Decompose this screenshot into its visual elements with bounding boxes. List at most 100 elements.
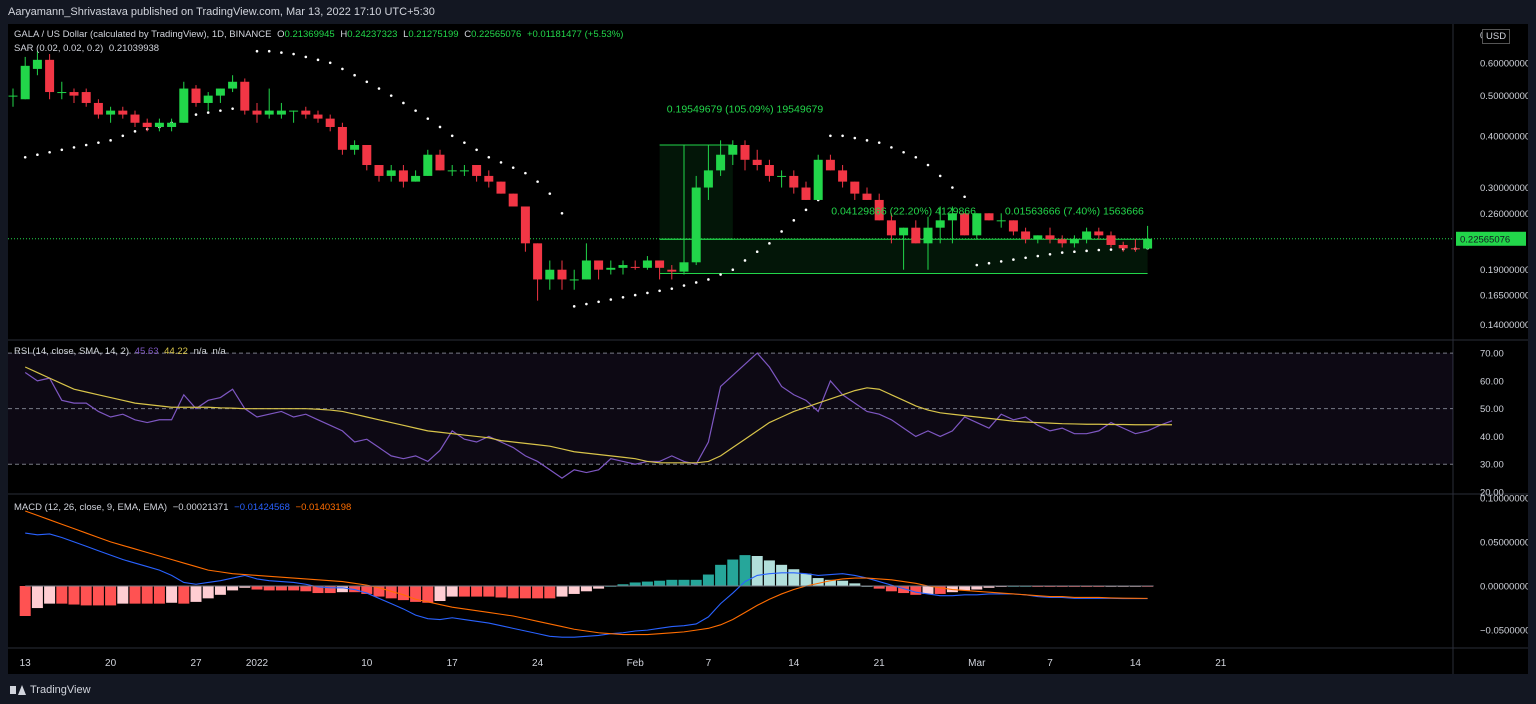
chart-area[interactable]: 0.19549679 (105.09%) 19549679 0.04129866 … [8, 24, 1528, 674]
macd-axis-label: −0.05000000 [1480, 626, 1528, 637]
candle-body [667, 269, 677, 272]
sar-dot [646, 291, 649, 295]
sar-dot [292, 52, 295, 56]
candle-body [923, 227, 933, 244]
currency-button[interactable]: USD [1482, 29, 1511, 44]
macd-histogram-bar [483, 586, 495, 597]
last-price-tag [1456, 231, 1526, 246]
sar-dot [109, 139, 112, 142]
candle-body [716, 154, 726, 171]
legend-high: 0.24237323 [347, 29, 398, 40]
sar-dot [1036, 254, 1040, 258]
candle-body [838, 170, 848, 182]
macd-histogram-bar [702, 574, 714, 586]
macd-histogram-bar [105, 586, 117, 606]
sar-dot [987, 261, 991, 265]
macd-histogram-bar [751, 556, 763, 586]
sar-dot [341, 67, 344, 71]
candle-body [728, 144, 738, 155]
candle-body [801, 187, 811, 200]
macd-histogram-bar [837, 580, 849, 586]
macd-histogram-bar [666, 579, 678, 586]
macd-histogram-bar [190, 586, 202, 602]
macd-histogram-bar [971, 586, 983, 590]
macd-histogram-bar [617, 584, 629, 586]
macd-histogram-bar [678, 579, 690, 586]
sar-dot [951, 186, 954, 189]
sar-dot [755, 250, 759, 254]
candle-body [228, 81, 238, 89]
candle-body [825, 159, 835, 171]
macd-histogram-bar [507, 586, 519, 599]
time-axis-label: 24 [532, 658, 544, 669]
sar-dot [560, 211, 564, 215]
macd-histogram-bar [519, 586, 531, 599]
sar-dot [999, 260, 1003, 263]
candle-body [1021, 231, 1031, 240]
macd-histogram-bar [361, 586, 373, 594]
sar-dot [658, 289, 661, 293]
macd-histogram-bar [422, 586, 434, 603]
candle-body [777, 175, 787, 177]
macd-histogram-bar [324, 586, 336, 594]
sar-dot [719, 273, 722, 276]
candle-body [142, 122, 152, 127]
legend-rsi-ma-value: 44.22 [164, 346, 188, 357]
sar-dot [316, 58, 320, 62]
candle-body [740, 144, 750, 160]
chart-svg[interactable]: 0.19549679 (105.09%) 19549679 0.04129866 … [8, 24, 1528, 674]
macd-histogram-bar [80, 586, 92, 606]
macd-histogram-bar [471, 586, 483, 597]
macd-histogram-bar [373, 586, 385, 597]
macd-histogram-bar [336, 586, 348, 593]
legend-signal-value: −0.01403198 [295, 502, 352, 513]
macd-histogram-bar [178, 586, 190, 604]
candle-body [81, 92, 91, 103]
sar-dot [780, 230, 783, 233]
macd-histogram-bar [312, 586, 324, 594]
sar-dot [48, 150, 51, 154]
candle-body [533, 243, 543, 280]
rsi-axis-label: 20.00 [1480, 488, 1504, 499]
sar-dot [938, 174, 942, 178]
candle-body [45, 59, 55, 93]
macd-histogram-bar [580, 586, 592, 592]
time-axis-label: 10 [361, 658, 373, 669]
candle-body [691, 187, 701, 263]
candle-body [325, 118, 335, 127]
sar-dot [304, 55, 308, 59]
sar-dot [365, 80, 369, 84]
macd-histogram-bar [56, 586, 68, 604]
sar-dot [36, 153, 39, 157]
time-axis-label: 21 [874, 658, 886, 669]
macd-histogram-bar [715, 564, 727, 586]
sar-dot [267, 49, 271, 53]
legend-macd: MACD (12, 26, close, 9, EMA, EMA) −0.000… [14, 502, 351, 513]
legend-sar: SAR (0.02, 0.02, 0.2) 0.21039938 [14, 43, 159, 54]
price-axis-label: 0.16500000 [1480, 291, 1528, 302]
time-axis-label: 27 [190, 658, 202, 669]
legend-rsi-na2: n/a [212, 346, 226, 357]
sar-dot [975, 263, 979, 267]
sar-dot [438, 125, 442, 129]
legend-rsi: RSI (14, close, SMA, 14, 2) 45.63 44.22 … [14, 346, 226, 357]
candle-body [642, 260, 652, 268]
candle-body [472, 165, 482, 176]
price-axis-label: 0.50000000 [1480, 91, 1528, 102]
sar-dot [255, 49, 259, 53]
candle-body [850, 181, 860, 194]
candle-body [545, 269, 555, 280]
sar-dot [621, 295, 625, 299]
candle-body [179, 88, 189, 123]
candle-body [886, 220, 896, 236]
candle-body [240, 81, 250, 111]
legend-macd-hist-value: −0.00021371 [172, 502, 229, 513]
candle-body [911, 227, 921, 244]
candle-body [1057, 239, 1067, 244]
sar-dot [633, 293, 637, 297]
candle-body [459, 170, 469, 172]
sar-dot [841, 134, 844, 138]
macd-histogram-bar [556, 586, 568, 597]
macd-histogram-bar [410, 586, 422, 602]
candle-body [93, 102, 103, 115]
